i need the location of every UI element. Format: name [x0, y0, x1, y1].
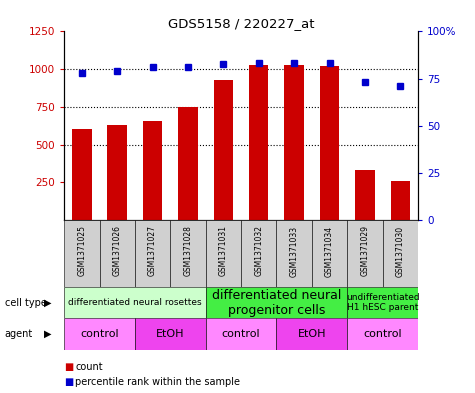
Text: EtOH: EtOH	[156, 329, 184, 339]
Text: ■: ■	[64, 377, 73, 387]
Title: GDS5158 / 220227_at: GDS5158 / 220227_at	[168, 17, 314, 30]
Text: ■: ■	[64, 362, 73, 373]
Text: GSM1371028: GSM1371028	[183, 226, 192, 276]
Text: GSM1371026: GSM1371026	[113, 226, 122, 276]
Text: agent: agent	[5, 329, 33, 339]
Text: differentiated neural rosettes: differentiated neural rosettes	[68, 298, 202, 307]
Bar	[320, 66, 339, 220]
Text: ▶: ▶	[44, 298, 51, 308]
Bar	[206, 220, 241, 287]
Bar	[64, 287, 206, 318]
Text: control: control	[222, 329, 260, 339]
Text: count: count	[75, 362, 103, 373]
Bar	[214, 81, 233, 220]
Text: GSM1371025: GSM1371025	[77, 226, 86, 276]
Bar	[206, 318, 276, 350]
Bar	[276, 220, 312, 287]
Bar	[170, 220, 206, 287]
Bar	[249, 64, 268, 220]
Text: GSM1371034: GSM1371034	[325, 226, 334, 277]
Text: control: control	[80, 329, 119, 339]
Bar	[383, 220, 418, 287]
Text: undifferentiated
H1 hESC parent: undifferentiated H1 hESC parent	[346, 293, 419, 312]
Bar	[390, 181, 410, 220]
Bar	[143, 121, 162, 220]
Text: ▶: ▶	[44, 329, 51, 339]
Text: GSM1371027: GSM1371027	[148, 226, 157, 276]
Bar	[135, 318, 206, 350]
Text: percentile rank within the sample: percentile rank within the sample	[75, 377, 240, 387]
Text: GSM1371031: GSM1371031	[219, 226, 228, 276]
Bar	[72, 129, 92, 220]
Bar	[276, 318, 347, 350]
Bar	[347, 220, 383, 287]
Bar	[64, 318, 135, 350]
Bar	[241, 220, 276, 287]
Text: GSM1371033: GSM1371033	[290, 226, 299, 277]
Text: differentiated neural
progenitor cells: differentiated neural progenitor cells	[212, 288, 341, 317]
Bar	[355, 169, 375, 220]
Bar	[285, 65, 304, 220]
Bar	[312, 220, 347, 287]
Text: cell type: cell type	[5, 298, 47, 308]
Text: GSM1371032: GSM1371032	[254, 226, 263, 276]
Text: GSM1371029: GSM1371029	[361, 226, 370, 276]
Bar	[64, 220, 100, 287]
Bar	[99, 220, 135, 287]
Bar	[107, 125, 127, 220]
Bar	[347, 318, 418, 350]
Text: control: control	[363, 329, 402, 339]
Bar	[178, 107, 198, 220]
Bar	[206, 287, 347, 318]
Bar	[347, 287, 418, 318]
Bar	[135, 220, 171, 287]
Text: GSM1371030: GSM1371030	[396, 226, 405, 277]
Text: EtOH: EtOH	[297, 329, 326, 339]
